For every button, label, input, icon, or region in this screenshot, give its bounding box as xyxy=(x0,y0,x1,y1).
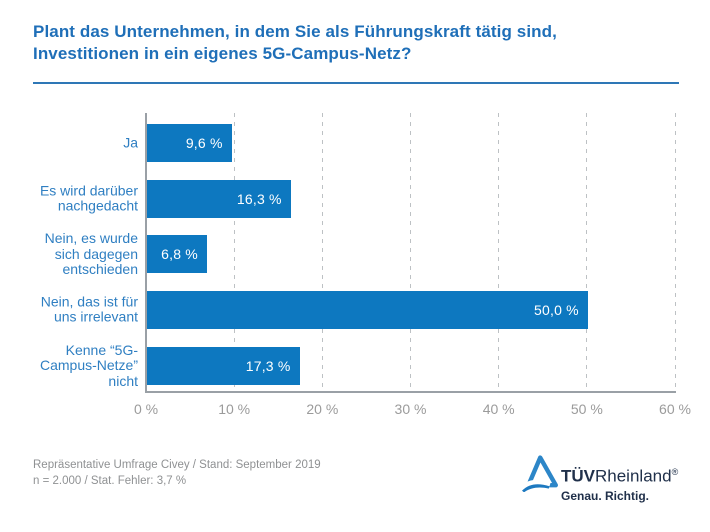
x-tick-label: 0 % xyxy=(133,401,159,417)
logo-brand-line: TÜVRheinland® xyxy=(561,464,678,485)
x-tick-label: 50 % xyxy=(570,401,603,417)
x-tick-label: 40 % xyxy=(482,401,515,417)
x-tick-label: 10 % xyxy=(218,401,251,417)
bar-value-label: 17,3 % xyxy=(245,357,291,374)
bar-value-label: 6,8 % xyxy=(161,246,198,263)
logo-brand-regular: Rheinland xyxy=(595,466,672,486)
gridline-30 xyxy=(410,113,411,393)
x-tick-label: 20 % xyxy=(306,401,339,417)
bar-row: 17,3 % xyxy=(147,346,300,385)
logo-brand-bold: TÜV xyxy=(561,466,595,486)
bar-row: 50,0 % xyxy=(147,290,588,329)
gridline-50 xyxy=(586,113,588,393)
bar-row: 16,3 % xyxy=(147,179,291,218)
tuv-rheinland-logo: TÜVRheinland® Genau. Richtig. xyxy=(519,452,689,504)
gridline-40 xyxy=(498,113,500,393)
bar-value-label: 50,0 % xyxy=(534,301,579,318)
bar-value-label: 9,6 % xyxy=(185,135,223,151)
gridline-60 xyxy=(674,113,676,393)
y-axis-line xyxy=(145,113,147,393)
source-note: Repräsentative Umfrage Civey / Stand: Se… xyxy=(33,459,321,487)
gridline-10 xyxy=(233,113,235,393)
tuv-triangle-icon xyxy=(521,455,558,492)
category-label: Es wird darüber nachgedacht xyxy=(39,182,138,214)
category-label: Nein, es wurde sich dagegen entschieden xyxy=(44,230,138,278)
x-tick-label: 60 % xyxy=(659,401,691,417)
registered-mark: ® xyxy=(671,467,679,477)
bar-value-label: 16,3 % xyxy=(236,190,282,207)
bar-row: 9,6 % xyxy=(147,124,232,162)
title-divider xyxy=(33,82,679,84)
x-tick-label: 30 % xyxy=(394,401,427,417)
category-label: Nein, das ist für uns irrelevant xyxy=(40,293,138,325)
bar-row: 6,8 % xyxy=(147,235,207,274)
category-label: Kenne “5G- Campus-Netze” nicht xyxy=(39,341,138,389)
chart-title: Plant das Unternehmen, in dem Sie als Fü… xyxy=(33,22,557,63)
x-axis-line xyxy=(145,391,676,393)
category-label: Ja xyxy=(123,134,138,151)
logo-wordmark: TÜVRheinland® Genau. Richtig. xyxy=(561,464,678,503)
logo-tagline: Genau. Richtig. xyxy=(561,488,650,503)
gridline-20 xyxy=(321,113,323,393)
